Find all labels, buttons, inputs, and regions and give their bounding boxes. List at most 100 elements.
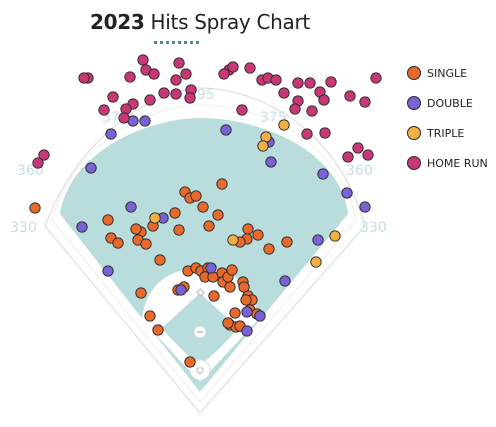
hit-marker-home-run-41 [352,142,364,154]
legend: SINGLE DOUBLE TRIPLE HOME RUN [407,58,488,178]
hit-marker-home-run-39 [319,127,331,139]
hit-marker-single-9 [169,207,181,219]
legend-label-triple: TRIPLE [427,126,465,140]
hit-marker-home-run-26 [292,77,304,89]
hit-marker-home-run-38 [306,105,318,117]
hit-marker-home-run-27 [278,87,290,99]
hit-marker-double-6 [175,284,187,296]
legend-label-double: DOUBLE [427,96,473,110]
hit-marker-home-run-18 [107,91,119,103]
hit-marker-home-run-13 [184,92,196,104]
hit-marker-triple-1 [227,234,239,246]
hit-marker-home-run-40 [301,128,313,140]
hit-marker-home-run-21 [218,68,230,80]
hit-marker-home-run-6 [173,57,185,69]
hit-marker-double-10 [241,306,253,318]
hit-marker-triple-5 [329,230,341,242]
hit-marker-double-0 [105,128,117,140]
hit-marker-home-run-44 [38,149,50,161]
chart-title-year: 2023 [90,10,145,34]
hit-marker-single-29 [152,324,164,336]
hit-marker-home-run-34 [318,94,330,106]
wall-distance-left-line: 330 [10,220,37,236]
hit-marker-double-3 [125,201,137,213]
hit-marker-triple-0 [149,212,161,224]
hit-marker-double-2 [76,221,88,233]
hit-marker-double-9 [241,325,253,337]
hit-marker-single-13 [190,190,202,202]
hit-marker-triple-4 [257,140,269,152]
hit-marker-single-40 [226,264,238,276]
legend-item-triple: TRIPLE [407,118,488,148]
hit-marker-single-27 [135,287,147,299]
hit-marker-home-run-1 [78,72,90,84]
hit-marker-double-16 [265,156,277,168]
hit-marker-single-16 [212,209,224,221]
hit-marker-double-12 [312,234,324,246]
legend-swatch-double [407,96,421,110]
hit-marker-double-8 [254,310,266,322]
hit-marker-home-run-17 [118,112,130,124]
hit-marker-double-13 [359,201,371,213]
legend-item-double: DOUBLE [407,88,488,118]
hit-marker-home-run-7 [180,68,192,80]
hit-marker-single-3 [112,237,124,249]
hit-marker-home-run-10 [144,94,156,106]
hit-marker-home-run-3 [137,54,149,66]
hit-marker-triple-3 [278,119,290,131]
hit-marker-double-11 [279,275,291,287]
wall-distance-right-field: 360 [346,163,373,179]
hit-marker-single-54 [184,356,196,368]
hit-marker-home-run-25 [270,74,282,86]
warning-track-line [51,104,357,403]
hit-marker-double-20 [139,115,151,127]
legend-item-home-run: HOME RUN [407,148,488,178]
hit-marker-home-run-35 [359,96,371,108]
hit-marker-triple-6 [310,256,322,268]
chart-title-text: Hits Spray Chart [150,10,311,34]
legend-label-home-run: HOME RUN [427,156,488,170]
hit-markers [29,54,382,368]
outfield-grass [60,118,348,392]
hit-marker-single-18 [242,223,254,235]
chart-title: 2023 Hits Spray Chart [0,10,400,34]
hit-marker-single-28 [144,310,156,322]
hit-marker-single-21 [252,229,264,241]
hit-marker-single-53 [222,317,234,329]
hit-marker-single-5 [130,223,142,235]
hit-marker-home-run-9 [158,87,170,99]
hit-marker-double-18 [220,124,232,136]
hit-marker-home-run-22 [244,62,256,74]
hit-marker-home-run-36 [370,72,382,84]
hit-marker-single-0 [29,202,41,214]
hit-marker-single-38 [224,281,236,293]
legend-swatch-single [407,66,421,80]
hit-marker-single-15 [203,220,215,232]
hit-marker-single-7 [140,238,152,250]
hit-marker-home-run-32 [325,76,337,88]
hit-marker-double-1 [85,162,97,174]
hit-marker-home-run-16 [98,104,110,116]
hit-marker-home-run-5 [148,68,160,80]
title-underline [154,41,199,44]
hit-marker-home-run-42 [362,149,374,161]
hit-marker-home-run-29 [289,103,301,115]
hit-marker-home-run-31 [304,77,316,89]
legend-label-single: SINGLE [427,66,468,80]
hit-marker-home-run-37 [344,90,356,102]
hit-marker-single-46 [240,294,252,306]
hit-marker-home-run-30 [236,104,248,116]
hit-marker-home-run-43 [342,151,354,163]
hit-marker-double-14 [341,187,353,199]
hit-marker-home-run-11 [170,88,182,100]
hit-marker-single-23 [281,236,293,248]
hit-marker-single-17 [216,178,228,190]
wall-distance-right-line: 330 [360,220,387,236]
hit-marker-double-15 [317,168,329,180]
legend-item-single: SINGLE [407,58,488,88]
hit-marker-single-14 [197,201,209,213]
hit-marker-single-22 [263,243,275,255]
legend-swatch-home-run [407,156,421,170]
hit-marker-single-10 [173,224,185,236]
